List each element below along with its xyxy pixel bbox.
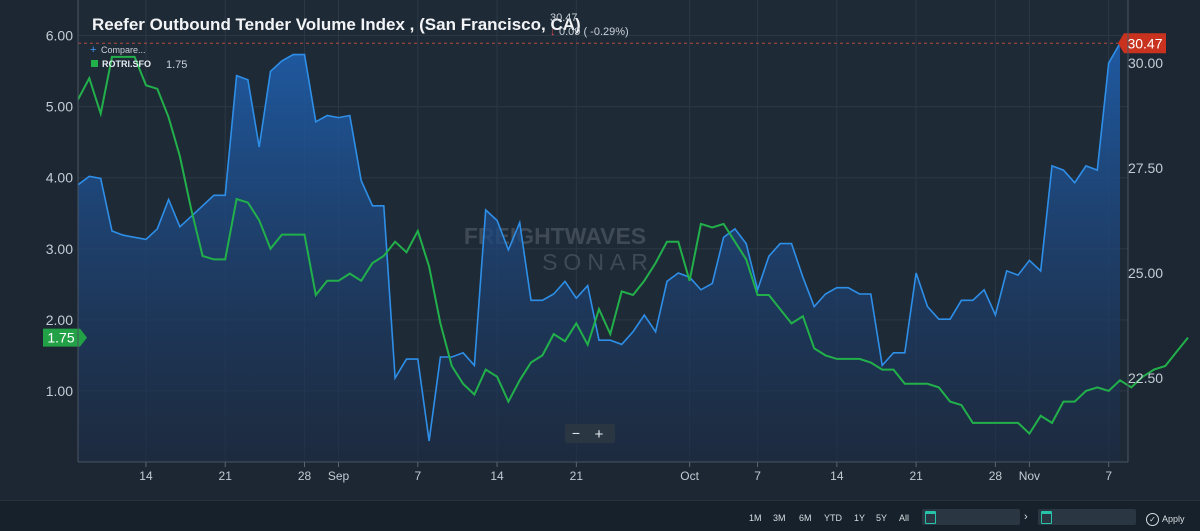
watermark-line2: SONAR — [542, 249, 654, 275]
x-axis-tick-label: 7 — [414, 469, 421, 483]
x-axis-tick-label: 28 — [298, 469, 312, 483]
check-icon: ✓ — [1146, 513, 1159, 526]
green-series-line — [77, 55, 1189, 436]
zoom-in-button[interactable]: + — [595, 426, 604, 443]
zoom-controls: − + — [565, 424, 615, 443]
right-axis-tick-label: 25.00 — [1128, 265, 1163, 281]
current-value: 30.47 — [550, 12, 578, 24]
x-axis-tick-label: 7 — [1105, 469, 1112, 483]
x-axis-tick-label: Sep — [328, 469, 350, 483]
left-axis-tick-label: 5.00 — [46, 99, 73, 115]
x-axis-tick-label: Nov — [1019, 469, 1040, 483]
calendar-icon — [1041, 511, 1052, 524]
range-button-1y[interactable]: 1Y — [854, 513, 866, 523]
range-button-3m[interactable]: 3M — [773, 513, 786, 523]
x-axis-tick-label: 14 — [139, 469, 153, 483]
x-axis-tick-label: 14 — [830, 469, 844, 483]
right-axis-tick-label: 27.50 — [1128, 160, 1163, 176]
compare-plus-icon[interactable]: + — [90, 44, 96, 56]
start-date-input[interactable] — [922, 509, 1020, 525]
chart-area: FREIGHTWAVES SONAR 30.471.75 6.005.004.0… — [43, 0, 1189, 483]
range-button-6m[interactable]: 6M — [799, 513, 812, 523]
range-button-1m[interactable]: 1M — [749, 513, 762, 523]
blue-series-area — [78, 43, 1120, 463]
last-value-tag-label: 30.47 — [1127, 35, 1162, 51]
arrow-right-icon: › — [1024, 511, 1028, 523]
left-axis-tick-label: 3.00 — [46, 241, 73, 257]
apply-button[interactable]: ✓ Apply — [1146, 513, 1185, 526]
x-axis-tick-label: 7 — [754, 469, 761, 483]
calendar-icon — [925, 511, 936, 524]
left-axis-tick-label: 4.00 — [46, 170, 73, 186]
left-axis-tick-label: 6.00 — [46, 28, 73, 44]
x-axis-tick-label: 21 — [219, 469, 233, 483]
left-axis-tick-label: 1.00 — [46, 383, 73, 399]
x-axis-tick-label: 28 — [989, 469, 1003, 483]
series2-legend-value: 1.75 — [166, 59, 187, 71]
apply-label: Apply — [1162, 513, 1185, 524]
zoom-out-button[interactable]: − — [572, 425, 580, 441]
end-date-input[interactable] — [1038, 509, 1136, 525]
series2-legend-label: ROTRI.SFO — [102, 59, 151, 69]
x-axis-tick-label: 21 — [570, 469, 584, 483]
range-button-ytd[interactable]: YTD — [824, 513, 842, 523]
right-axis-tick-label: 30.00 — [1128, 55, 1163, 71]
x-axis-tick-label: Oct — [680, 469, 699, 483]
compare-button[interactable]: Compare... — [101, 45, 146, 55]
range-button-5y[interactable]: 5Y — [876, 513, 888, 523]
left-axis-tick-label: 2.00 — [46, 312, 73, 328]
change-down-icon: ↓ — [550, 26, 556, 38]
change-value: 0.09 ( -0.29%) — [559, 26, 629, 38]
last-value-tag — [1118, 33, 1166, 54]
right-axis-tick-label: 22.50 — [1128, 370, 1163, 386]
blue-series-line — [77, 42, 1121, 442]
series2-value-tag — [43, 328, 87, 347]
chart-title: Reefer Outbound Tender Volume Index , (S… — [92, 15, 581, 34]
x-axis-tick-label: 14 — [490, 469, 504, 483]
x-axis-tick-label: 21 — [909, 469, 923, 483]
range-button-all[interactable]: All — [899, 513, 910, 523]
range-toolbar: 1M 3M 6M YTD 1Y 5Y All › ✓ Apply — [0, 500, 1200, 531]
series2-value-tag-label: 1.75 — [47, 330, 74, 346]
series2-legend-swatch — [91, 60, 98, 67]
